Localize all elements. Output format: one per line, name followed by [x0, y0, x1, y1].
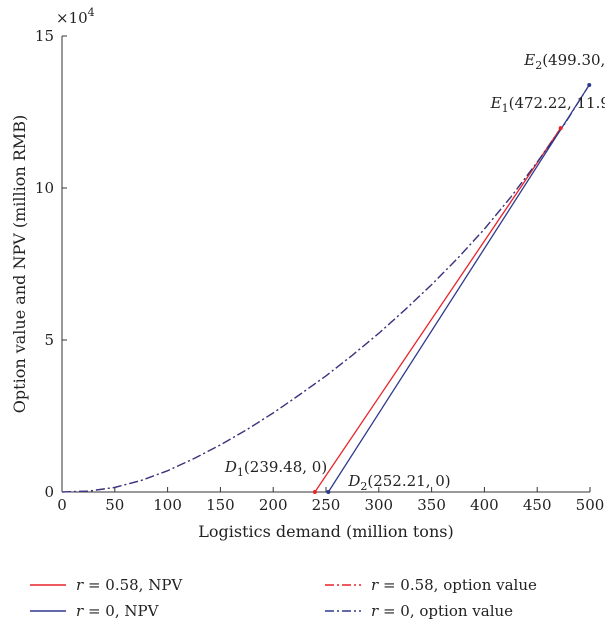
- x-tick-label: 50: [105, 496, 124, 514]
- annotation-letter: E: [523, 51, 535, 69]
- annotation-subscript: 2: [360, 480, 367, 493]
- annotation-subscript: 1: [502, 102, 509, 115]
- y-exponent-label: ×104: [56, 6, 95, 27]
- point-markers: [312, 82, 592, 494]
- x-tick-label: 0: [57, 496, 67, 514]
- legend-rest: = 0.58, option value: [378, 576, 537, 594]
- legend-rest: = 0, option value: [378, 602, 513, 620]
- annotation-subscript: 1: [237, 466, 244, 479]
- annotation-letter: D: [347, 472, 360, 490]
- y-axis-title: Option value and NPV (million RMB): [10, 115, 29, 413]
- y-tick-label: 10: [35, 179, 54, 197]
- legend-item-1: r = 0, NPV: [30, 602, 160, 620]
- x-tick-label: 350: [417, 496, 446, 514]
- annotation-letter: E: [490, 94, 502, 112]
- annotation-e1: E1(472.22, 11.97): [490, 94, 605, 115]
- x-tick-label: 500: [576, 496, 605, 514]
- legend-variable: r: [76, 576, 84, 594]
- series-line-0: [314, 127, 562, 493]
- legend-variable: r: [371, 602, 379, 620]
- x-tick-label: 300: [364, 496, 393, 514]
- legend-item-3: r = 0, option value: [325, 602, 513, 620]
- point-marker-e2: [587, 82, 592, 87]
- x-tick-label: 150: [206, 496, 235, 514]
- series-line-3: [61, 84, 590, 493]
- x-ticks: 0 50 100 150 200 250 300 350 400 450 500: [57, 487, 604, 514]
- annotation-coords: (472.22, 11.97): [509, 94, 605, 112]
- y-tick-label: 5: [44, 331, 54, 349]
- series-line-1: [327, 84, 590, 493]
- legend-label: r = 0.58, option value: [371, 576, 537, 594]
- x-tick-label: 400: [470, 496, 499, 514]
- point-marker-d1: [312, 490, 317, 494]
- x-tick-label: 450: [523, 496, 552, 514]
- annotation-coords: (252.21, 0): [367, 472, 450, 490]
- annotation-coords: (239.48, 0): [244, 458, 327, 476]
- x-tick-label: 250: [312, 496, 341, 514]
- y-exponent-power: 4: [88, 6, 95, 19]
- legend-item-0: r = 0.58, NPV: [30, 576, 183, 594]
- legend-rest: = 0, NPV: [83, 602, 159, 620]
- x-tick-label: 200: [259, 496, 288, 514]
- series-layer: [61, 84, 590, 493]
- annotation-letter: D: [224, 458, 237, 476]
- legend-variable: r: [371, 576, 379, 594]
- x-axis-title: Logistics demand (million tons): [198, 522, 453, 541]
- annotation-d2: D2(252.21, 0): [347, 472, 450, 493]
- legend-label: r = 0.58, NPV: [76, 576, 183, 594]
- legend-label: r = 0, option value: [371, 602, 513, 620]
- legend-rest: = 0.58, NPV: [83, 576, 183, 594]
- point-marker-e1: [558, 126, 563, 131]
- annotation-coords: (499.30, 13.39): [542, 51, 605, 69]
- y-tick-label: 15: [35, 27, 54, 45]
- series-line-2: [61, 127, 562, 493]
- annotation-d1: D1(239.48, 0): [224, 458, 327, 479]
- point-marker-d2: [326, 490, 331, 494]
- legend-item-2: r = 0.58, option value: [325, 576, 537, 594]
- annotation-subscript: 2: [535, 59, 542, 72]
- y-exponent-base: ×10: [56, 9, 88, 27]
- x-tick-label: 100: [153, 496, 182, 514]
- annotations: D1(239.48, 0)D2(252.21, 0)E1(472.22, 11.…: [224, 51, 605, 493]
- y-tick-label: 0: [44, 483, 54, 501]
- legend-variable: r: [76, 602, 84, 620]
- legend-label: r = 0, NPV: [76, 602, 160, 620]
- annotation-e2: E2(499.30, 13.39): [523, 51, 605, 72]
